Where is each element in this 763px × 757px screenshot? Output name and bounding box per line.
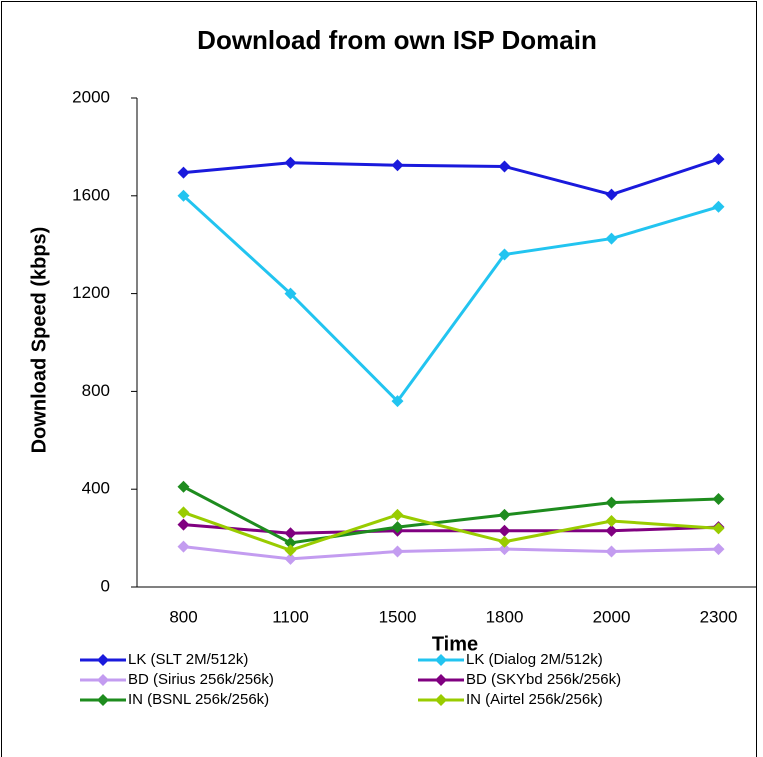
data-point <box>391 545 404 558</box>
legend-marker <box>97 674 109 686</box>
y-tick-label: 800 <box>82 381 110 400</box>
series-line <box>182 511 719 552</box>
data-point <box>177 480 190 493</box>
legend-marker <box>97 654 109 666</box>
data-point <box>284 536 297 549</box>
chart-title: Download from own ISP Domain <box>197 25 597 55</box>
x-tick-label: 1100 <box>272 607 309 626</box>
legend-marker <box>97 694 109 706</box>
data-point <box>712 543 725 556</box>
data-point <box>391 521 404 534</box>
data-point <box>605 496 618 509</box>
data-point <box>391 395 404 408</box>
x-tick-label: 800 <box>169 607 197 626</box>
data-point <box>284 552 297 565</box>
legend-marker <box>435 694 447 706</box>
x-tick-label: 1800 <box>486 607 524 626</box>
series-line <box>182 485 719 545</box>
legend-label: LK (SLT 2M/512k) <box>128 651 248 668</box>
data-point <box>284 544 297 557</box>
data-point <box>177 518 190 531</box>
x-axis-title: Time <box>432 633 478 655</box>
legend-label: IN (Airtel 256k/256k) <box>466 691 603 708</box>
data-point <box>498 248 511 261</box>
series-line <box>183 545 719 561</box>
series-line <box>182 194 719 404</box>
data-point <box>177 506 190 519</box>
legend-marker <box>435 654 447 666</box>
x-tick-label: 2300 <box>700 607 738 626</box>
data-point <box>498 535 511 548</box>
y-tick-label: 2000 <box>72 87 110 106</box>
legend-label: BD (SKYbd 256k/256k) <box>466 671 621 688</box>
data-point <box>712 153 725 166</box>
series-line <box>183 523 719 535</box>
data-point <box>605 545 618 558</box>
data-point <box>712 200 725 213</box>
data-point <box>177 189 190 202</box>
legend-label: IN (BSNL 256k/256k) <box>128 691 269 708</box>
data-point <box>498 543 511 556</box>
data-point <box>177 166 190 179</box>
y-tick-label: 1600 <box>72 185 110 204</box>
data-point <box>712 492 725 505</box>
data-point <box>284 527 297 540</box>
data-point <box>284 156 297 169</box>
y-axis-title: Download Speed (kbps) <box>28 227 50 454</box>
data-point <box>498 524 511 537</box>
data-point <box>605 524 618 537</box>
legend-label: BD (Sirius 256k/256k) <box>128 671 274 688</box>
data-point <box>712 522 725 535</box>
x-tick-label: 2000 <box>593 607 631 626</box>
data-point <box>391 508 404 521</box>
data-point <box>284 287 297 300</box>
data-point <box>177 540 190 553</box>
legend-label: LK (Dialog 2M/512k) <box>466 651 603 668</box>
data-point <box>605 188 618 201</box>
legend-marker <box>435 674 447 686</box>
y-tick-label: 1200 <box>72 283 110 302</box>
y-tick-label: 400 <box>82 479 110 498</box>
x-tick-label: 1500 <box>379 607 417 626</box>
data-point <box>498 160 511 173</box>
data-point <box>391 159 404 172</box>
data-point <box>605 514 618 527</box>
data-point <box>498 508 511 521</box>
data-point <box>605 232 618 245</box>
y-tick-label: 0 <box>101 576 110 595</box>
series-line <box>183 157 719 197</box>
